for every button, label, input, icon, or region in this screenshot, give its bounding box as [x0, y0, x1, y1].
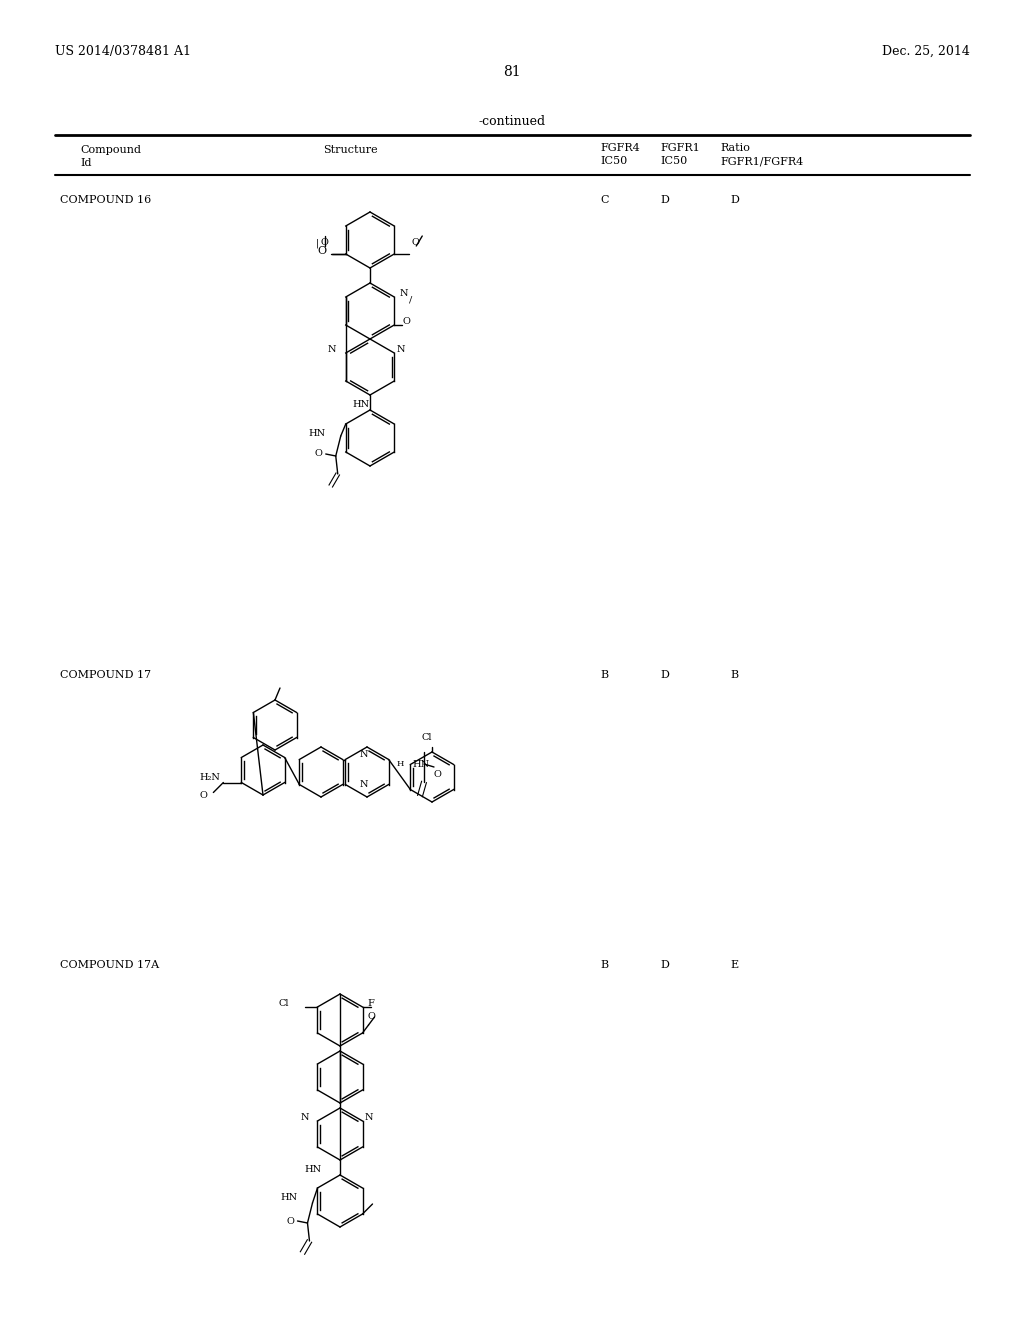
Text: HN: HN — [281, 1193, 298, 1203]
Text: IC50: IC50 — [600, 156, 628, 166]
Text: US 2014/0378481 A1: US 2014/0378481 A1 — [55, 45, 191, 58]
Text: Ratio: Ratio — [720, 143, 750, 153]
Text: N: N — [399, 289, 408, 298]
Text: FGFR4: FGFR4 — [600, 143, 640, 153]
Text: D: D — [660, 671, 669, 680]
Text: FGFR1/FGFR4: FGFR1/FGFR4 — [720, 156, 803, 166]
Text: FGFR1: FGFR1 — [660, 143, 699, 153]
Text: N: N — [328, 346, 336, 355]
Text: Id: Id — [80, 158, 91, 168]
Text: O: O — [412, 238, 419, 247]
Text: |: | — [316, 238, 319, 248]
Text: D: D — [730, 195, 739, 205]
Text: B: B — [600, 960, 608, 970]
Text: N: N — [365, 1114, 373, 1122]
Text: N: N — [396, 346, 404, 355]
Text: N: N — [359, 780, 369, 789]
Text: -continued: -continued — [478, 115, 546, 128]
Text: IC50: IC50 — [660, 156, 687, 166]
Text: E: E — [730, 960, 738, 970]
Text: N: N — [359, 750, 369, 759]
Text: 81: 81 — [503, 65, 521, 79]
Text: O: O — [402, 318, 411, 326]
Text: HN: HN — [352, 400, 369, 409]
Text: N: N — [301, 1114, 309, 1122]
Text: D: D — [660, 960, 669, 970]
Text: HN: HN — [305, 1166, 322, 1173]
Text: Dec. 25, 2014: Dec. 25, 2014 — [882, 45, 970, 58]
Text: O: O — [321, 238, 329, 247]
Text: O: O — [368, 1012, 376, 1020]
Text: O: O — [200, 791, 207, 800]
Text: C: C — [600, 195, 608, 205]
Text: Cl: Cl — [279, 999, 290, 1008]
Text: COMPOUND 17A: COMPOUND 17A — [60, 960, 159, 970]
Text: Cl: Cl — [422, 733, 432, 742]
Text: O: O — [317, 246, 327, 256]
Text: COMPOUND 16: COMPOUND 16 — [60, 195, 152, 205]
Text: H: H — [396, 760, 404, 768]
Text: HN: HN — [412, 760, 429, 770]
Text: HN: HN — [308, 429, 326, 438]
Text: Compound: Compound — [80, 145, 141, 154]
Text: O: O — [287, 1217, 295, 1225]
Text: B: B — [600, 671, 608, 680]
Text: Structure: Structure — [323, 145, 377, 154]
Text: O: O — [434, 770, 442, 779]
Text: B: B — [730, 671, 738, 680]
Text: F: F — [368, 999, 375, 1008]
Text: /: / — [410, 296, 413, 305]
Text: H₂N: H₂N — [200, 774, 220, 781]
Text: D: D — [660, 195, 669, 205]
Text: O: O — [314, 450, 323, 458]
Text: COMPOUND 17: COMPOUND 17 — [60, 671, 152, 680]
